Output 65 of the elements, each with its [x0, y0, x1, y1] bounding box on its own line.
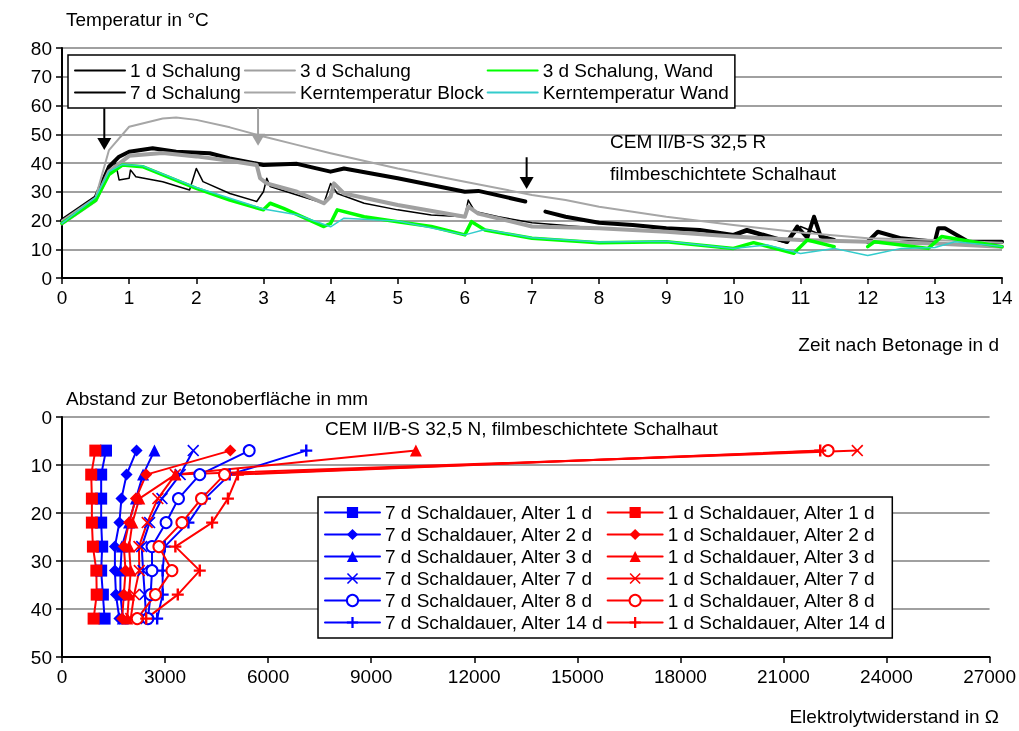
x-tick-label: 11 — [790, 287, 811, 308]
x-tick-label: 2 — [191, 287, 202, 308]
y-tick-label: 60 — [30, 95, 52, 116]
legend-label: 7 d Schaldauer, Alter 2 d — [385, 524, 593, 545]
x-axis-title: Zeit nach Betonage in d — [798, 334, 1000, 355]
legend-label: 3 d Schalung — [299, 60, 411, 81]
legend-label: 1 d Schalung — [130, 60, 241, 81]
x-tick-label: 0 — [56, 666, 68, 687]
x-tick-label: 0 — [56, 287, 68, 308]
y-tick-label: 10 — [30, 454, 52, 476]
annotation: CEM II/B-S 32,5 R — [610, 131, 767, 152]
x-tick-label: 10 — [722, 287, 744, 308]
legend-label: 1 d Schaldauer, Alter 3 d — [667, 546, 875, 567]
y-tick-label: 0 — [41, 267, 52, 289]
legend-label: 7 d Schaldauer, Alter 3 d — [385, 546, 593, 567]
legend-label: 3 d Schalung, Wand — [542, 60, 714, 81]
x-tick-label: 3000 — [143, 666, 187, 687]
x-tick-label: 18000 — [653, 666, 707, 687]
legend-label: 1 d Schaldauer, Alter 1 d — [667, 502, 875, 523]
x-tick-label: 12000 — [447, 666, 501, 687]
annotation: CEM II/B-S 32,5 N, filmbeschichtete Schalhaut — [325, 418, 719, 439]
x-tick-label: 14 — [991, 287, 1013, 308]
x-tick-label: 13 — [924, 287, 946, 308]
x-tick-label: 15000 — [550, 666, 604, 687]
legend-label: 7 d Schaldauer, Alter 7 d — [385, 568, 593, 589]
annotation: filmbeschichtete Schalhaut — [610, 163, 837, 184]
y-tick-label: 50 — [30, 646, 52, 668]
y-tick-label: 50 — [30, 123, 52, 145]
x-tick-label: 12 — [857, 287, 879, 308]
x-tick-label: 5 — [392, 287, 403, 308]
y-tick-label: 40 — [30, 152, 52, 174]
y-tick-label: 0 — [41, 406, 52, 428]
legend-label: 7 d Schalung — [130, 82, 241, 103]
legend-label: 1 d Schaldauer, Alter 7 d — [667, 568, 875, 589]
y-axis-title: Temperatur in °C — [66, 9, 209, 30]
legend-label: 1 d Schaldauer, Alter 2 d — [667, 524, 875, 545]
y-tick-label: 30 — [30, 550, 52, 572]
y-tick-label: 10 — [30, 238, 52, 260]
legend-label: Kerntemperatur Block — [299, 82, 485, 103]
x-tick-label: 4 — [325, 287, 337, 308]
x-tick-label: 9 — [661, 287, 672, 308]
x-tick-label: 3 — [258, 287, 269, 308]
x-axis-title: Elektrolytwiderstand in Ω — [789, 706, 1000, 727]
y-tick-label: 30 — [30, 181, 52, 203]
legend-label: 7 d Schaldauer, Alter 14 d — [385, 612, 603, 633]
y-tick-label: 80 — [30, 37, 52, 59]
x-tick-label: 24000 — [860, 666, 913, 687]
y-tick-label: 20 — [30, 502, 52, 524]
x-tick-label: 7 — [526, 287, 538, 308]
x-tick-label: 1 — [123, 287, 135, 308]
x-tick-label: 6000 — [246, 666, 290, 687]
y-axis-title: Abstand zur Betonoberfläche in mm — [66, 388, 369, 409]
x-tick-label: 9000 — [350, 666, 393, 687]
legend-label: 7 d Schaldauer, Alter 8 d — [385, 590, 593, 611]
legend-label: 1 d Schaldauer, Alter 8 d — [667, 590, 875, 611]
legend-label: Kerntemperatur Wand — [542, 82, 729, 103]
x-tick-label: 6 — [459, 287, 471, 308]
y-tick-label: 20 — [30, 210, 52, 231]
legend-label: 1 d Schaldauer, Alter 14 d — [667, 612, 886, 633]
y-tick-label: 40 — [30, 598, 52, 620]
x-tick-label: 8 — [593, 287, 605, 308]
x-tick-label: 27000 — [963, 666, 1016, 687]
x-tick-label: 21000 — [757, 666, 810, 687]
y-tick-label: 70 — [30, 66, 52, 88]
legend-label: 7 d Schaldauer, Alter 1 d — [385, 502, 593, 523]
